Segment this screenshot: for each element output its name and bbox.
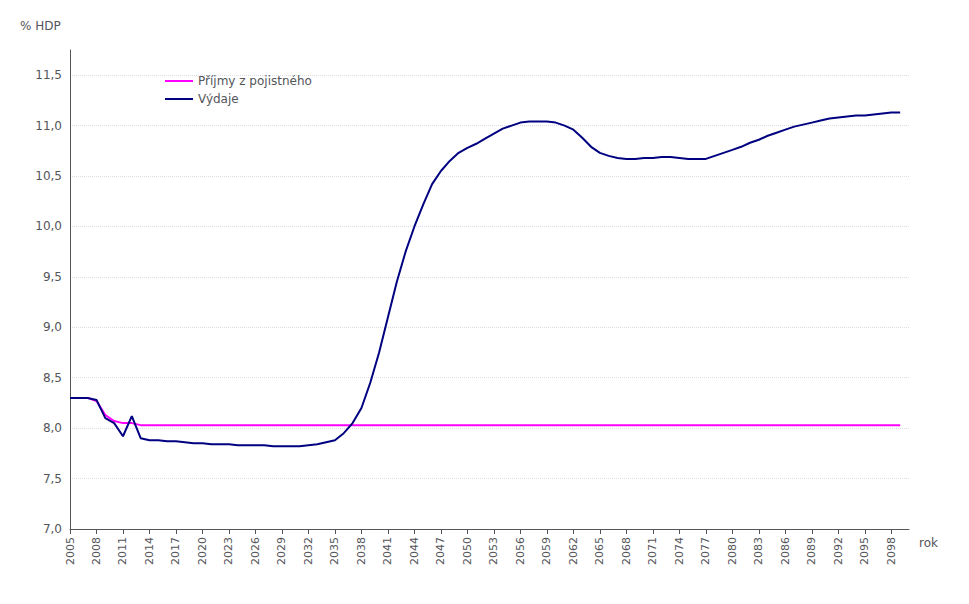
svg-text:2062: 2062 bbox=[567, 537, 580, 565]
svg-text:2098: 2098 bbox=[885, 537, 898, 565]
svg-text:2023: 2023 bbox=[222, 537, 235, 565]
svg-text:2020: 2020 bbox=[196, 537, 209, 565]
svg-text:7,0: 7,0 bbox=[43, 522, 62, 536]
svg-text:9,0: 9,0 bbox=[43, 320, 62, 334]
svg-text:rok: rok bbox=[919, 536, 938, 550]
svg-text:2017: 2017 bbox=[169, 537, 182, 565]
svg-text:2014: 2014 bbox=[143, 537, 156, 565]
svg-text:9,5: 9,5 bbox=[43, 270, 62, 284]
svg-text:2029: 2029 bbox=[275, 537, 288, 565]
svg-text:2086: 2086 bbox=[779, 537, 792, 565]
svg-text:2056: 2056 bbox=[514, 537, 527, 565]
svg-text:2005: 2005 bbox=[64, 537, 77, 565]
svg-text:2080: 2080 bbox=[726, 537, 739, 565]
svg-text:2026: 2026 bbox=[249, 537, 262, 565]
svg-text:11,5: 11,5 bbox=[35, 68, 62, 82]
svg-text:2095: 2095 bbox=[858, 537, 871, 565]
svg-text:2068: 2068 bbox=[620, 537, 633, 565]
svg-text:2047: 2047 bbox=[434, 537, 447, 565]
svg-text:2035: 2035 bbox=[328, 537, 341, 565]
svg-text:2044: 2044 bbox=[408, 537, 421, 565]
svg-text:Výdaje: Výdaje bbox=[198, 92, 239, 106]
svg-text:2083: 2083 bbox=[752, 537, 765, 565]
svg-text:% HDP: % HDP bbox=[20, 19, 61, 33]
svg-text:2008: 2008 bbox=[90, 537, 103, 565]
svg-text:7,5: 7,5 bbox=[43, 472, 62, 486]
svg-text:Příjmy z pojistného: Příjmy z pojistného bbox=[198, 74, 312, 88]
svg-text:2074: 2074 bbox=[673, 537, 686, 565]
svg-text:2032: 2032 bbox=[302, 537, 315, 565]
svg-text:2053: 2053 bbox=[487, 537, 500, 565]
svg-text:2011: 2011 bbox=[116, 537, 129, 565]
svg-text:11,0: 11,0 bbox=[35, 119, 62, 133]
svg-text:8,0: 8,0 bbox=[43, 421, 62, 435]
svg-text:2038: 2038 bbox=[355, 537, 368, 565]
svg-text:10,5: 10,5 bbox=[35, 169, 62, 183]
svg-text:8,5: 8,5 bbox=[43, 371, 62, 385]
svg-text:2065: 2065 bbox=[593, 537, 606, 565]
svg-text:2077: 2077 bbox=[699, 537, 712, 565]
svg-text:2092: 2092 bbox=[832, 537, 845, 565]
svg-text:2050: 2050 bbox=[461, 537, 474, 565]
svg-text:2089: 2089 bbox=[805, 537, 818, 565]
svg-text:10,0: 10,0 bbox=[35, 219, 62, 233]
svg-text:2059: 2059 bbox=[540, 537, 553, 565]
svg-text:2071: 2071 bbox=[646, 537, 659, 565]
svg-text:2041: 2041 bbox=[381, 537, 394, 565]
